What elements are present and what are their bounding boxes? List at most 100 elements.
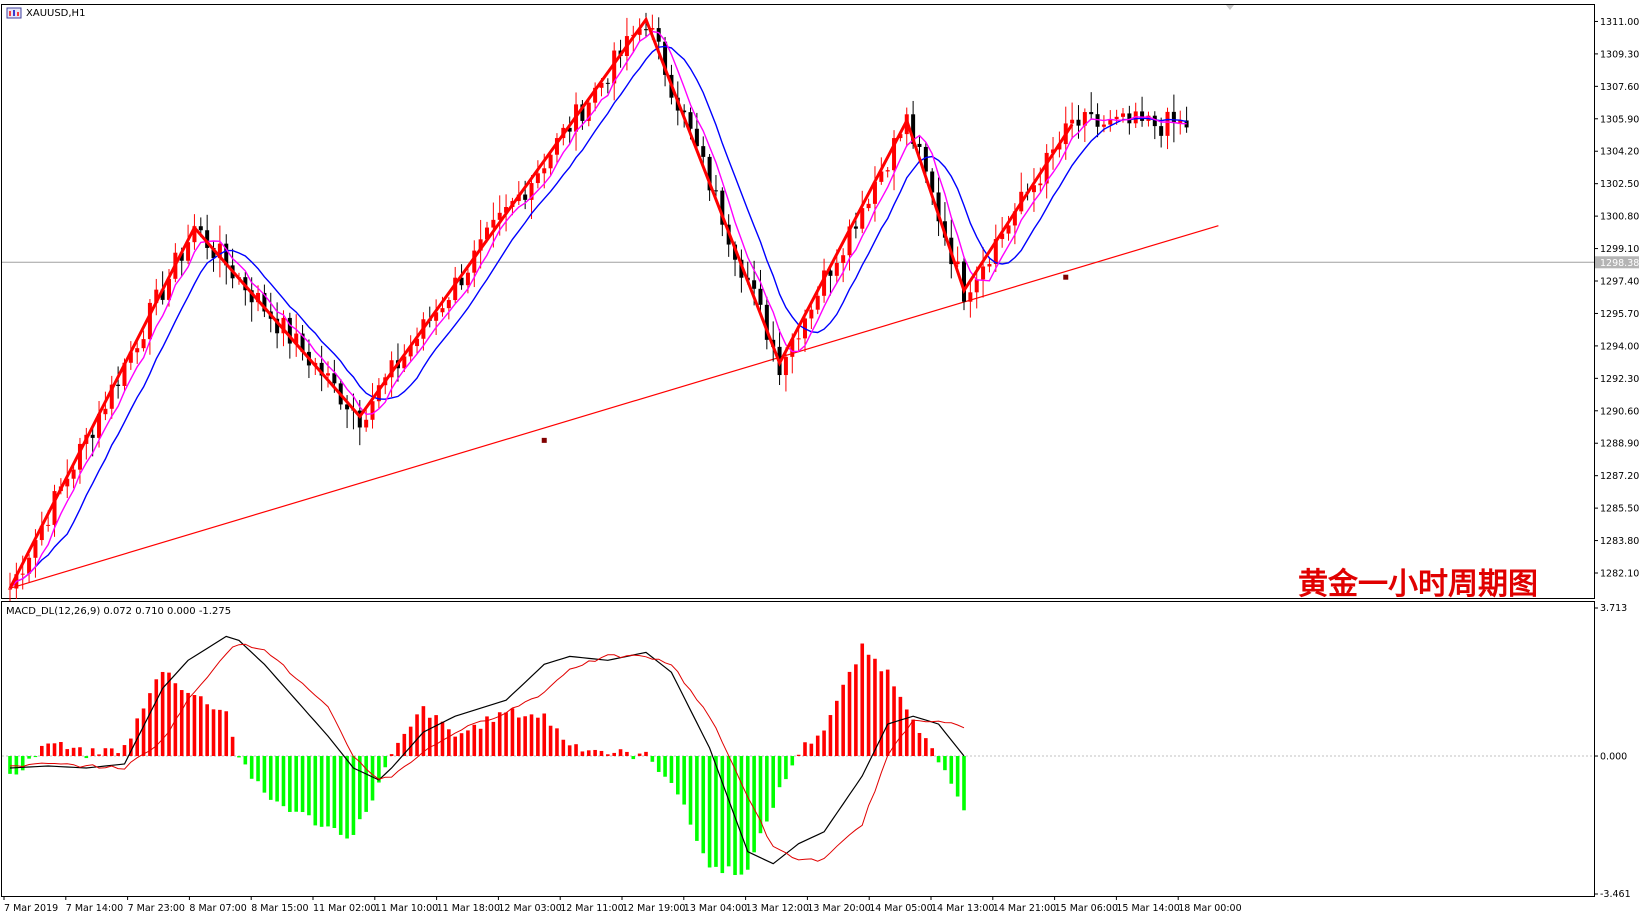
- candle-body: [796, 338, 801, 340]
- candle-body: [663, 41, 668, 75]
- macd-bar: [841, 684, 845, 757]
- candle-body: [440, 308, 445, 313]
- price-axis-label: 1294.00: [1600, 341, 1639, 352]
- macd-bar: [606, 754, 610, 757]
- candle-body: [497, 212, 502, 220]
- candle-body: [1127, 113, 1132, 124]
- macd-bar: [453, 736, 457, 757]
- macd-bar: [726, 756, 731, 867]
- macd-bar: [529, 714, 534, 757]
- candle-body: [707, 156, 712, 191]
- macd-bar: [262, 756, 267, 793]
- current-price-box: [1595, 256, 1639, 269]
- candle-body: [1012, 211, 1017, 226]
- candle-body: [389, 360, 394, 378]
- candle-body: [281, 317, 286, 334]
- macd-bar: [936, 756, 941, 763]
- macd-bar: [338, 756, 343, 835]
- macd-bar: [656, 756, 661, 772]
- macd-bar: [796, 754, 801, 757]
- candle-body: [46, 524, 51, 526]
- macd-bar: [103, 748, 108, 757]
- macd-bar: [358, 756, 362, 820]
- candle-body: [1006, 225, 1011, 234]
- time-axis-label: 13 Mar 12:00: [746, 903, 809, 914]
- candle-body: [97, 414, 102, 438]
- time-axis-label: 18 Mar 00:00: [1178, 903, 1241, 914]
- macd-bar: [917, 732, 922, 757]
- price-axis-label: 1295.70: [1600, 309, 1639, 320]
- macd-bar: [281, 756, 286, 807]
- macd-bar: [332, 756, 337, 829]
- macd-bar: [8, 756, 12, 774]
- candle-body: [27, 557, 32, 574]
- candle-body: [923, 146, 928, 172]
- macd-bar: [472, 724, 477, 757]
- candle-body: [408, 346, 413, 357]
- macd-bar: [268, 756, 273, 800]
- price-panel: XAUUSD,H1 黄金一小时周期图 1311.00 1309.30 1307.60…: [1, 4, 1639, 605]
- trendline-markers: [541, 274, 1069, 443]
- macd-bar: [427, 717, 432, 757]
- macd-bar: [790, 756, 795, 766]
- time-axis-label: 8 Mar 07:00: [189, 903, 246, 914]
- macd-plot-frame: [1, 601, 1595, 897]
- macd-bar: [695, 756, 699, 841]
- candle-body: [694, 128, 699, 147]
- candle-body: [529, 183, 534, 200]
- macd-bar: [497, 712, 502, 757]
- price-axis-label: 1311.00: [1600, 17, 1639, 28]
- macd-header: MACD_DL(12,26,9) 0.072 0.710 0.000 -1.27…: [6, 606, 231, 617]
- macd-bar: [949, 756, 954, 784]
- candle-body: [542, 168, 547, 174]
- macd-bar: [313, 756, 318, 826]
- price-axis-label: 1299.10: [1600, 244, 1639, 255]
- macd-bar: [720, 756, 725, 874]
- macd-bar: [892, 686, 896, 757]
- macd-bar: [879, 671, 884, 757]
- macd-bar: [491, 721, 496, 757]
- candle-body: [688, 112, 693, 129]
- time-axis-label: 11 Mar 18:00: [437, 903, 500, 914]
- macd-bar: [179, 690, 184, 757]
- candle-body: [65, 478, 70, 487]
- candle-body: [357, 410, 362, 428]
- macd-bar: [644, 751, 648, 757]
- candle-body: [822, 270, 827, 296]
- macd-bar: [27, 756, 31, 759]
- macd-bar: [943, 756, 947, 771]
- candle-body: [275, 318, 280, 334]
- macd-bar: [561, 739, 566, 757]
- time-axis-label: 13 Mar 20:00: [807, 903, 870, 914]
- candle-body: [167, 278, 171, 300]
- candle-body: [326, 373, 330, 376]
- candle-body: [968, 292, 973, 302]
- time-axis-label: 11 Mar 02:00: [313, 903, 376, 914]
- macd-bar: [631, 756, 636, 760]
- candle-body: [491, 219, 496, 228]
- macd-bar: [637, 753, 642, 757]
- macd-bar: [377, 756, 381, 783]
- macd-bar: [745, 756, 750, 870]
- time-axis: 7 Mar 2019 7 Mar 14:00 7 Mar 23:00 8 Mar 07…: [3, 896, 1242, 914]
- candle-body: [701, 146, 706, 157]
- macd-bar: [294, 756, 298, 812]
- macd-bar: [135, 718, 139, 757]
- candle-body: [548, 154, 553, 169]
- macd-bar: [65, 749, 70, 757]
- macd-bar: [33, 756, 38, 758]
- candle-body: [1101, 124, 1106, 127]
- macd-bar: [275, 756, 279, 802]
- macd-bar: [815, 735, 820, 757]
- time-axis-label: 11 Mar 10:00: [375, 903, 438, 914]
- macd-bar: [199, 696, 203, 757]
- candle-body: [256, 292, 261, 303]
- candle-body: [993, 239, 998, 265]
- macd-bar: [911, 719, 915, 757]
- macd-bar: [319, 756, 324, 827]
- price-axis-label: 1292.30: [1600, 374, 1639, 385]
- macd-bar: [421, 706, 426, 757]
- candle-body: [834, 262, 839, 276]
- trendline-marker: [1063, 274, 1069, 280]
- candle-body: [1121, 113, 1125, 117]
